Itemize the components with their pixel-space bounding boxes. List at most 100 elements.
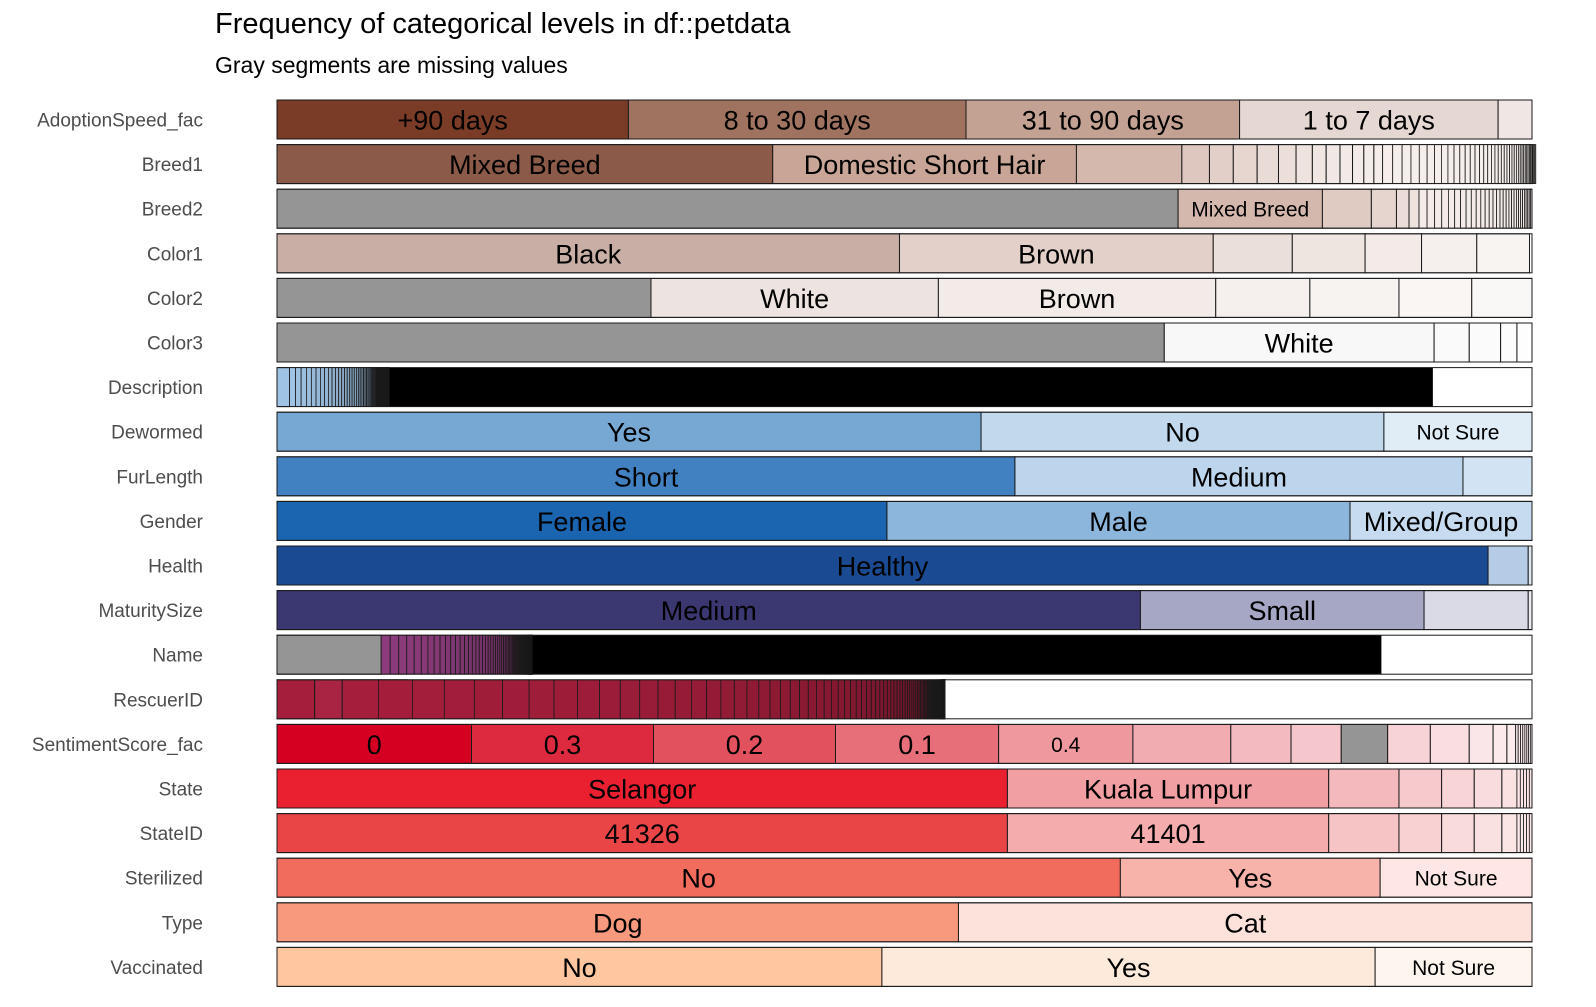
level-segment — [674, 679, 692, 720]
level-segment — [1491, 144, 1496, 185]
row-label: Color3 — [147, 334, 203, 355]
level-segment — [1441, 813, 1475, 854]
row-label: SentimentScore_fac — [32, 735, 203, 756]
level-segment — [398, 634, 408, 675]
level-segment — [485, 634, 489, 675]
level-segment — [439, 634, 446, 675]
level-segment — [875, 679, 881, 720]
level-segment — [1519, 813, 1524, 853]
row-color2: Color2 White Brown — [147, 277, 1533, 318]
level-segment — [1497, 99, 1533, 140]
row-name: Name — [152, 634, 1533, 675]
level-segment — [893, 679, 898, 720]
level-segment — [1475, 188, 1482, 229]
row-frame — [276, 233, 1533, 274]
level-segment — [341, 679, 379, 720]
level-segment — [855, 679, 862, 720]
row-label: MaturitySize — [98, 601, 203, 622]
level-segment — [455, 634, 461, 675]
row-frame — [276, 411, 1533, 452]
level-segment — [276, 902, 959, 943]
level-segment — [445, 634, 452, 675]
level-segment — [1441, 188, 1449, 229]
segment-label: Mixed/Group — [1364, 507, 1519, 537]
segment-label: Not Sure — [1415, 868, 1498, 891]
level-segment — [381, 635, 1382, 675]
level-segment — [314, 679, 343, 720]
level-segment — [276, 411, 982, 452]
level-segment — [780, 679, 791, 720]
level-segment — [1534, 144, 1537, 185]
level-segment — [1527, 590, 1533, 631]
level-segment — [899, 679, 904, 720]
level-segment — [1277, 144, 1297, 185]
level-segment — [1139, 590, 1425, 631]
level-segment — [276, 456, 1016, 497]
level-segment — [1502, 188, 1507, 229]
level-segment — [866, 679, 872, 720]
level-segment — [1499, 188, 1504, 229]
level-segment — [1459, 144, 1466, 185]
segment-label: Short — [614, 462, 679, 492]
level-segment — [1163, 322, 1435, 363]
level-segment — [1328, 813, 1400, 854]
segment-label: 41326 — [605, 819, 680, 849]
level-segment — [468, 634, 473, 675]
level-segment — [1014, 456, 1464, 497]
level-segment — [1500, 144, 1505, 185]
level-segment — [1434, 144, 1442, 185]
segment-label: No — [562, 953, 597, 983]
row-maturitysize: MaturitySize Medium Small — [98, 590, 1533, 631]
level-segment — [1523, 768, 1527, 809]
row-sterilized: Sterilized No Yes Not Sure — [125, 857, 1533, 898]
row-label: Color2 — [147, 289, 203, 310]
level-segment — [1387, 723, 1431, 764]
level-segment — [1434, 188, 1443, 229]
level-segment — [276, 545, 1489, 586]
level-segment — [1483, 144, 1489, 185]
level-segment — [1462, 456, 1533, 497]
level-segment — [1501, 813, 1518, 854]
missing-segment — [1340, 723, 1389, 764]
level-segment — [1006, 813, 1330, 854]
level-segment — [411, 679, 445, 720]
segment-label: Small — [1248, 596, 1316, 626]
level-segment — [1487, 144, 1492, 185]
row-label: Gender — [140, 512, 204, 533]
segment-label: Yes — [1106, 953, 1150, 983]
level-segment — [1526, 813, 1530, 853]
level-segment — [746, 679, 760, 720]
level-segment — [289, 367, 1433, 407]
missing-segment — [276, 188, 1179, 229]
level-segment — [1496, 188, 1501, 229]
level-segment — [1256, 144, 1279, 185]
level-segment — [1373, 144, 1384, 185]
level-segment — [1470, 188, 1477, 229]
level-segment — [844, 679, 852, 720]
level-segment — [276, 679, 316, 720]
row-label: Breed1 — [142, 155, 203, 176]
segment-label: Dog — [593, 908, 643, 938]
segment-label: Brown — [1018, 239, 1095, 269]
level-segment — [1398, 768, 1443, 809]
level-segment — [879, 679, 885, 720]
level-segment — [1505, 188, 1510, 229]
level-segment — [276, 946, 883, 987]
segment-label: Healthy — [837, 552, 929, 582]
level-segment — [1208, 144, 1234, 185]
row-frame — [276, 500, 1533, 541]
level-segment — [310, 367, 317, 408]
level-segment — [1519, 768, 1524, 809]
level-segment — [1401, 144, 1412, 185]
level-segment — [276, 813, 1008, 854]
row-frame — [276, 902, 1533, 943]
level-segment — [816, 679, 825, 720]
level-segment — [1181, 144, 1210, 185]
level-segment — [639, 679, 659, 720]
segment-label: No — [1165, 418, 1200, 448]
row-vaccinated: Vaccinated No Yes Not Sure — [110, 946, 1533, 987]
level-segment — [1464, 144, 1471, 185]
level-segment — [315, 367, 321, 408]
row-label: Name — [152, 646, 203, 667]
segment-label: 41401 — [1131, 819, 1206, 849]
